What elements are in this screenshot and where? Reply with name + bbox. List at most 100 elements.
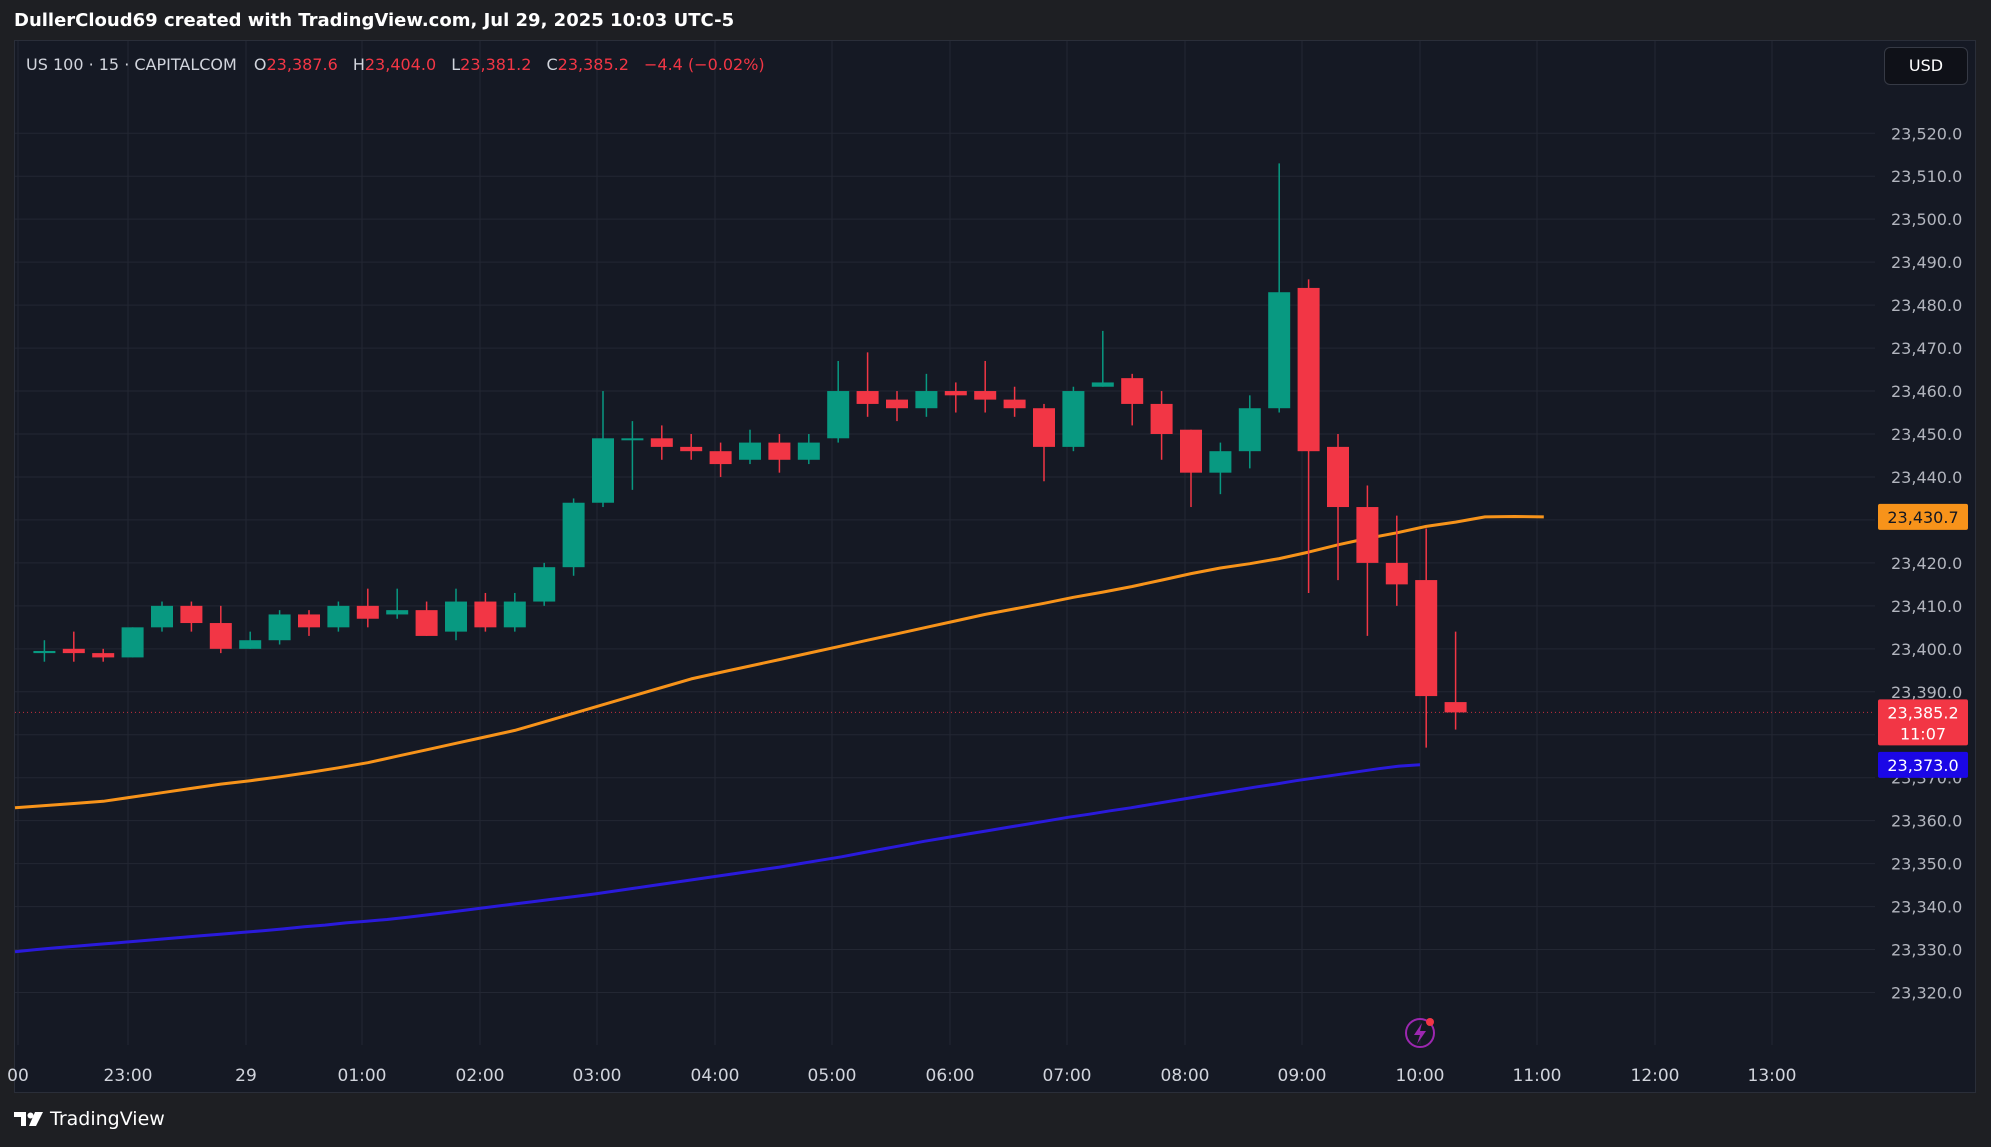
candle xyxy=(1091,330,1114,387)
moving-average-slow-line xyxy=(14,763,1421,954)
candle-body xyxy=(209,623,232,649)
time-tick-label: 05:00 xyxy=(808,1066,857,1086)
ma-slow-price-tag: 23,373.0 xyxy=(1878,751,1968,778)
time-tick-label: 01:00 xyxy=(338,1066,387,1086)
candle xyxy=(445,588,467,641)
time-tick-label: 03:00 xyxy=(573,1066,622,1086)
price-tick-label: 23,320.0 xyxy=(1891,984,1962,1003)
price-tick-label: 23,500.0 xyxy=(1891,210,1962,229)
candle xyxy=(1356,485,1379,636)
candle xyxy=(415,601,438,636)
time-tick-label: 02:00 xyxy=(456,1066,505,1086)
candle-body xyxy=(1356,507,1379,563)
price-tick-label: 23,510.0 xyxy=(1891,167,1962,186)
candle-body xyxy=(915,391,938,409)
candle xyxy=(886,391,908,422)
time-tick-label: 04:00 xyxy=(691,1066,740,1086)
ma-fast-price-tag: 23,430.7 xyxy=(1878,503,1968,530)
candle-body xyxy=(680,446,703,452)
candle xyxy=(1003,386,1026,417)
chart-caption: DullerCloud69 created with TradingView.c… xyxy=(14,10,735,31)
candle-body xyxy=(592,438,614,503)
candle-body xyxy=(386,610,409,615)
high-label: H xyxy=(352,55,365,74)
candlesticks xyxy=(33,163,1467,748)
candle xyxy=(151,601,173,632)
price-tick-label: 23,490.0 xyxy=(1891,253,1962,272)
candle xyxy=(1297,279,1320,593)
candle xyxy=(327,601,350,632)
candle xyxy=(797,434,820,465)
candle xyxy=(827,360,850,443)
candle xyxy=(1238,395,1261,469)
candle xyxy=(709,442,732,477)
candle xyxy=(768,434,791,473)
candle xyxy=(386,588,409,619)
candle xyxy=(915,373,938,417)
candle-body xyxy=(327,605,350,628)
price-tick-label: 23,520.0 xyxy=(1891,124,1962,143)
ma-slow-price-tag-bg xyxy=(1878,751,1968,778)
candle-body xyxy=(298,614,320,628)
tradingview-brand[interactable]: TradingView xyxy=(14,1108,165,1130)
candle xyxy=(268,610,291,645)
last-price-tag-countdown: 11:07 xyxy=(1900,724,1946,743)
chart-grid xyxy=(15,41,1875,1045)
candle xyxy=(121,627,144,658)
candle-body xyxy=(1033,408,1055,447)
candle-body xyxy=(1415,580,1438,697)
candle xyxy=(1033,403,1055,482)
chart-panel[interactable] xyxy=(14,40,1976,1093)
moving-average-fast-line xyxy=(14,515,1544,810)
candle-body xyxy=(562,502,585,568)
high-value: 23,404.0 xyxy=(364,55,437,74)
moving-averages xyxy=(14,515,1544,954)
candle xyxy=(680,434,703,460)
candle-body xyxy=(268,614,291,641)
candle xyxy=(356,588,379,628)
open-label: O xyxy=(253,55,267,74)
candle xyxy=(298,610,320,636)
candle-body xyxy=(151,605,173,628)
price-tick-label: 23,470.0 xyxy=(1891,339,1962,358)
candle-body xyxy=(974,391,997,400)
time-tick-label: 13:00 xyxy=(1748,1066,1797,1086)
candle-body xyxy=(1297,287,1320,452)
lightning-icon-ring xyxy=(1405,1018,1435,1048)
ma-fast-price-tag-value: 23,430.7 xyxy=(1887,508,1958,527)
candle xyxy=(533,562,556,606)
price-tags: 23,430.7 23,373.0 23,385.2 11:07 xyxy=(1878,503,1968,778)
time-axis: 00 23:00 29 01:00 02:00 03:00 04:00 05:00 06:00 0… xyxy=(7,1066,1796,1086)
close-label: C xyxy=(546,55,558,74)
candle xyxy=(856,352,879,417)
candle-body xyxy=(33,650,56,654)
candle-body xyxy=(239,640,262,649)
candle xyxy=(1209,442,1232,495)
candle-body xyxy=(1121,378,1144,404)
time-tick-label: 09:00 xyxy=(1278,1066,1327,1086)
price-tick-label: 23,410.0 xyxy=(1891,597,1962,616)
candle-body xyxy=(62,648,85,654)
symbol-label[interactable]: US 100 · 15 · CAPITALCOM xyxy=(26,55,237,74)
lightning-icon-bolt xyxy=(1414,1023,1426,1044)
candle-body xyxy=(445,601,467,632)
tradingview-logo-icon xyxy=(14,1112,43,1126)
candle xyxy=(1415,528,1438,748)
candle xyxy=(1121,373,1144,426)
price-tick-label: 23,330.0 xyxy=(1891,941,1962,960)
ma-fast-price-tag-bg xyxy=(1878,503,1968,530)
candle xyxy=(209,605,232,654)
ohlc-legend: US 100 · 15 · CAPITALCOM O23,387.6 H23,4… xyxy=(26,55,765,74)
currency-button[interactable]: USD xyxy=(1884,47,1968,85)
candle-body xyxy=(944,391,967,396)
time-tick-label: 08:00 xyxy=(1161,1066,1210,1086)
candle-body xyxy=(92,653,115,658)
last-price-tag: 23,385.2 11:07 xyxy=(1878,699,1968,746)
time-tick-label: 29 xyxy=(235,1066,257,1086)
price-tick-label: 23,340.0 xyxy=(1891,898,1962,917)
candle-body xyxy=(415,610,438,636)
candle-body xyxy=(356,605,379,619)
candle-body xyxy=(768,442,791,460)
candle xyxy=(33,640,56,662)
